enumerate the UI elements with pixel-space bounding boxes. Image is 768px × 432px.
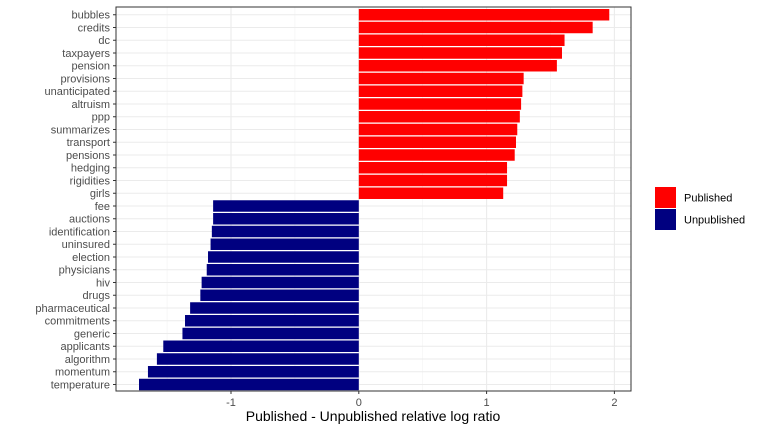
bar-girls xyxy=(358,187,504,199)
y-tick-label: girls xyxy=(90,188,111,200)
y-tick-label: summarizes xyxy=(51,124,111,136)
bar-momentum xyxy=(147,366,359,378)
bar-pharmaceutical xyxy=(190,302,359,314)
y-tick-label: physicians xyxy=(59,265,111,277)
y-tick-label: hiv xyxy=(96,277,111,289)
legend-label-published: Published xyxy=(684,193,732,205)
y-tick-label: hedging xyxy=(71,163,110,175)
bar-ppp xyxy=(358,111,520,123)
bar-hedging xyxy=(358,162,508,174)
y-tick-label: momentum xyxy=(55,367,110,379)
legend-label-unpublished: Unpublished xyxy=(684,215,745,227)
bar-uninsured xyxy=(210,238,359,250)
y-tick-label: auctions xyxy=(69,214,110,226)
y-tick-label: drugs xyxy=(82,290,110,302)
bar-identification xyxy=(211,225,359,238)
bar-fee xyxy=(213,200,359,212)
y-tick-label: unanticipated xyxy=(45,86,110,98)
bar-hiv xyxy=(201,276,359,289)
bar-rigidities xyxy=(358,174,508,187)
y-tick-label: transport xyxy=(67,137,110,149)
x-tick-label: 0 xyxy=(356,397,362,409)
bar-applicants xyxy=(163,340,359,352)
y-tick-label: applicants xyxy=(60,341,110,353)
legend-key-unpublished xyxy=(655,209,676,230)
bar-pension xyxy=(358,60,557,72)
y-tick-label: uninsured xyxy=(62,239,110,251)
bar-election xyxy=(208,251,359,263)
y-tick-label: generic xyxy=(74,328,111,340)
y-tick-label: provisions xyxy=(60,73,110,85)
y-tick-label: pensions xyxy=(66,150,111,162)
bar-taxpayers xyxy=(358,47,562,59)
y-tick-label: credits xyxy=(78,22,111,34)
bar-summarizes xyxy=(358,123,518,136)
y-tick-label: altruism xyxy=(71,99,110,111)
y-tick-label: fee xyxy=(95,201,110,213)
bar-credits xyxy=(358,21,593,34)
bar-drugs xyxy=(200,289,359,301)
y-tick-label: pension xyxy=(71,61,110,73)
x-axis-title: Published - Unpublished relative log rat… xyxy=(246,408,501,424)
bar-dc xyxy=(358,34,565,46)
y-tick-label: dc xyxy=(98,35,110,47)
bars xyxy=(139,9,610,391)
bar-altruism xyxy=(358,98,522,110)
y-tick-label: algorithm xyxy=(65,354,110,366)
y-tick-label: election xyxy=(72,252,110,264)
bar-algorithm xyxy=(156,353,359,365)
bar-provisions xyxy=(358,72,524,85)
y-tick-label: rigidities xyxy=(70,175,111,187)
legend: Published Unpublished xyxy=(655,187,745,230)
y-tick-label: identification xyxy=(49,226,110,238)
y-tick-label: bubbles xyxy=(71,10,110,22)
y-tick-label: commitments xyxy=(45,316,111,328)
y-tick-label: temperature xyxy=(51,379,110,391)
bar-unanticipated xyxy=(358,85,523,97)
bar-commitments xyxy=(185,315,359,327)
bar-temperature xyxy=(139,378,359,391)
panel-border xyxy=(115,6,632,392)
y-tick-label: taxpayers xyxy=(62,48,110,60)
bar-physicians xyxy=(206,264,359,276)
bar-generic xyxy=(182,327,359,340)
y-tick-label: ppp xyxy=(92,112,110,124)
x-tick-label: 2 xyxy=(611,397,617,409)
bar-auctions xyxy=(213,213,359,225)
bar-pensions xyxy=(358,149,515,161)
x-tick-label: 1 xyxy=(484,397,490,409)
y-tick-label: pharmaceutical xyxy=(35,303,110,315)
bar-transport xyxy=(358,136,516,148)
legend-key-published xyxy=(655,187,676,208)
x-axis: -1 0 1 2 xyxy=(226,391,617,409)
y-axis: bubblescreditsdctaxpayerspensionprovisio… xyxy=(35,10,116,391)
bar-bubbles xyxy=(358,9,610,21)
x-tick-label: -1 xyxy=(226,397,236,409)
